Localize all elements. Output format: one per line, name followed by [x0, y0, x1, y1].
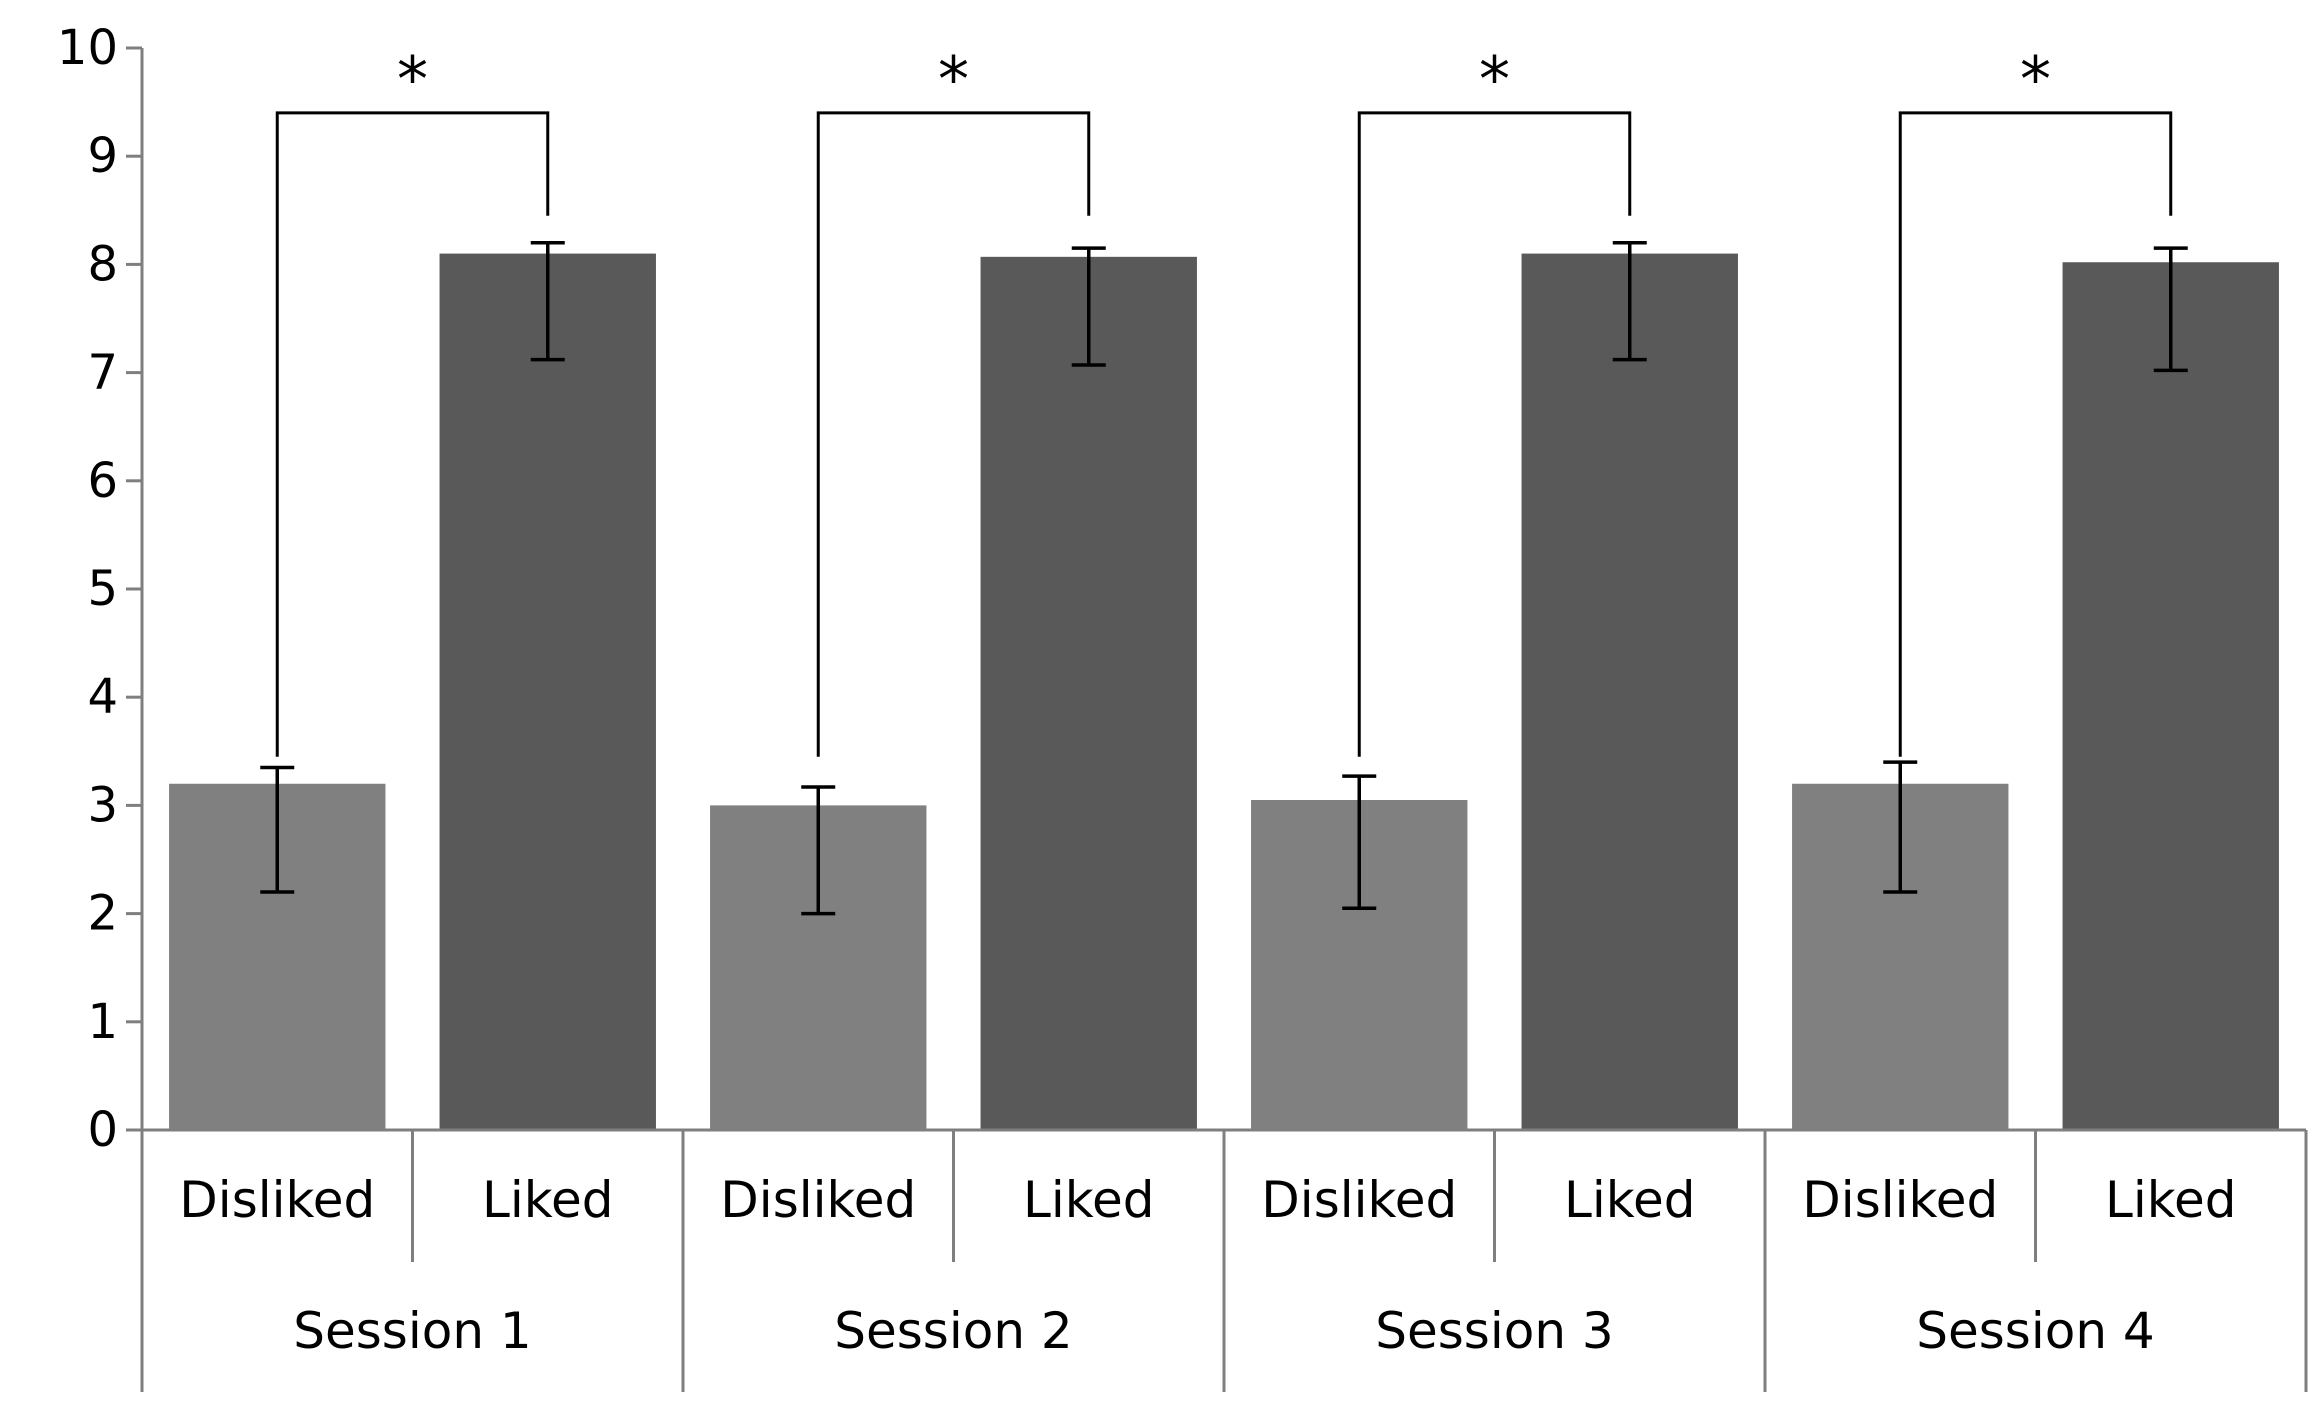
y-tick-label: 9: [87, 128, 118, 184]
y-tick-label: 3: [87, 777, 118, 833]
significance-label: *: [2020, 43, 2051, 116]
significance-brackets: * * * *: [275, 43, 2173, 757]
error-bar-session-1-disliked: [260, 765, 295, 894]
group-label-session-2: Session 2: [834, 1302, 1072, 1360]
y-tick-label: 0: [87, 1102, 118, 1158]
y-tick-label: 5: [87, 561, 118, 617]
bars: [169, 253, 2279, 1131]
error-bar-session-2-liked: [1071, 246, 1106, 367]
y-tick-label: 10: [57, 20, 118, 76]
category-label-session-2-disliked: Disliked: [720, 1171, 916, 1229]
bracket-line: [275, 111, 550, 757]
significance-bracket-session-2: *: [816, 43, 1091, 757]
category-label-session-1-disliked: Disliked: [179, 1171, 375, 1229]
category-label-session-1-liked: Liked: [482, 1171, 613, 1229]
group-label-session-3: Session 3: [1375, 1302, 1613, 1360]
bracket-line: [1357, 111, 1632, 757]
error-bars: [260, 241, 2188, 916]
bar-session-1-liked: [439, 253, 656, 1130]
category-label-session-3-liked: Liked: [1564, 1171, 1695, 1229]
x-axis: Disliked Liked Session 1 Disliked Liked Sessi…: [140, 1128, 2308, 1392]
significance-label: *: [1479, 43, 1510, 116]
y-tick-label: 2: [87, 886, 118, 942]
category-label-session-4-disliked: Disliked: [1802, 1171, 1998, 1229]
y-axis: 0 1 2 3 4 5 6 7 8 9 10: [57, 20, 144, 1158]
category-label-session-2-liked: Liked: [1023, 1171, 1154, 1229]
category-label-session-3-disliked: Disliked: [1261, 1171, 1457, 1229]
bracket-line: [816, 111, 1091, 757]
category-label-session-4-liked: Liked: [2105, 1171, 2236, 1229]
error-bar-session-4-liked: [2153, 246, 2188, 373]
group-label-session-4: Session 4: [1916, 1302, 2154, 1360]
y-tick-label: 8: [87, 236, 118, 292]
group-label-session-1: Session 1: [293, 1302, 531, 1360]
significance-bracket-session-3: *: [1357, 43, 1632, 757]
error-bar-session-1-liked: [530, 241, 565, 362]
y-tick-label: 7: [87, 345, 118, 401]
bar-session-2-liked: [980, 256, 1197, 1130]
error-bar-session-3-disliked: [1342, 774, 1377, 910]
significance-bracket-session-4: *: [1898, 43, 2173, 757]
y-tick-label: 1: [87, 994, 118, 1050]
bar-session-4-liked: [2062, 262, 2279, 1131]
y-tick-label: 6: [87, 453, 118, 509]
error-bar-session-4-disliked: [1883, 760, 1918, 894]
bracket-line: [1898, 111, 2173, 757]
significance-label: *: [397, 43, 428, 116]
significance-bracket-session-1: *: [275, 43, 550, 757]
significance-label: *: [938, 43, 969, 116]
y-tick-label: 4: [87, 669, 118, 725]
error-bar-session-3-liked: [1612, 241, 1647, 362]
error-bar-session-2-disliked: [801, 785, 836, 916]
bar-session-3-liked: [1521, 253, 1738, 1130]
